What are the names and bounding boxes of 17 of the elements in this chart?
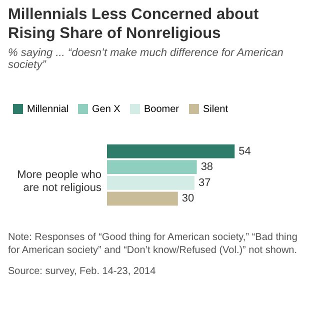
data-label: 38 xyxy=(200,161,214,174)
bar xyxy=(107,144,235,158)
text: Note: Responses of “Good thing for American society,” “Bad thing for American society” and “Don’t know/Refused (Vol.)” not shown. xyxy=(8,231,298,258)
chart-title: Millennials Less Concerned about Rising Share of Nonreligious xyxy=(8,6,260,44)
data-label: 37 xyxy=(198,177,211,190)
data-label: 30 xyxy=(182,192,194,205)
bar xyxy=(107,192,178,206)
legend-label: Boomer xyxy=(144,104,180,116)
bar xyxy=(107,176,194,190)
data-label: 54 xyxy=(238,145,251,158)
legend-label: Millennial xyxy=(27,104,69,116)
legend-label: Gen X xyxy=(92,104,121,116)
y-tick-label: More people who are not religious xyxy=(17,169,102,194)
legend-label: Silent xyxy=(203,104,228,116)
source-note: Source: survey, Feb. 14-23, 2014 xyxy=(8,265,157,278)
chart-subtitle: % saying ... “doesn’t make much difference for American society” xyxy=(8,47,284,72)
bar xyxy=(107,160,197,174)
